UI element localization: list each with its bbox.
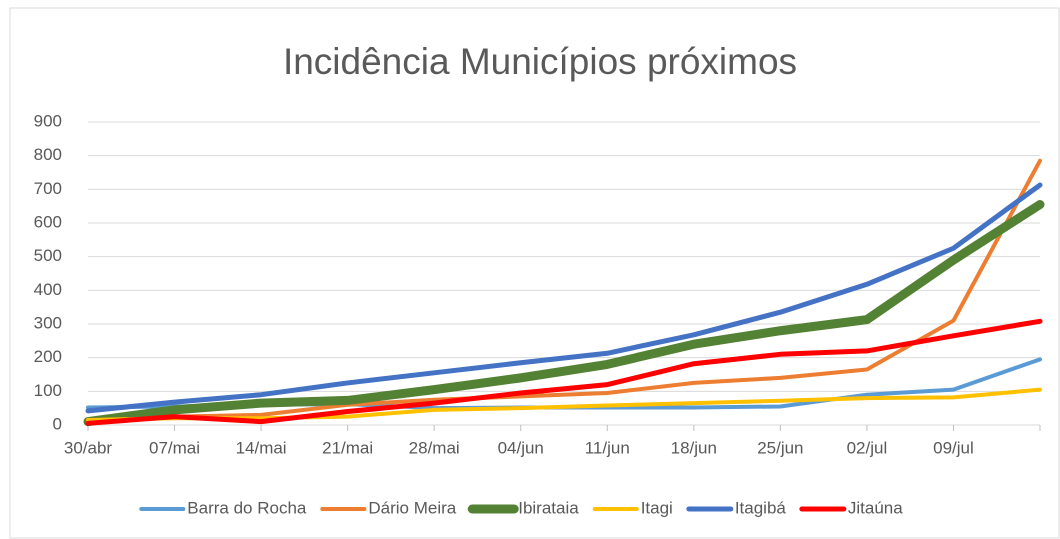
y-tick-label: 800 xyxy=(34,145,62,164)
chart-title: Incidência Municípios próximos xyxy=(283,41,797,82)
y-tick-label: 100 xyxy=(34,381,62,400)
series-line xyxy=(86,387,1042,422)
y-tick-label: 400 xyxy=(34,280,62,299)
x-tick-label: 14/mai xyxy=(236,438,287,457)
legend-label: Ibirataia xyxy=(518,498,579,517)
x-tick-label: 28/mai xyxy=(409,438,460,457)
x-tick-label: 07/mai xyxy=(149,438,200,457)
y-tick-label: 900 xyxy=(34,111,62,130)
series-line xyxy=(85,318,1043,426)
legend-label: Jitaúna xyxy=(848,498,903,517)
legend-label: Barra do Rocha xyxy=(187,498,307,517)
series-line xyxy=(86,158,1042,424)
legend-label: Itagi xyxy=(641,498,673,517)
legend-label: Itagibá xyxy=(735,498,787,517)
x-tick-label: 21/mai xyxy=(322,438,373,457)
y-tick-label: 500 xyxy=(34,246,62,265)
x-tick-label: 11/jun xyxy=(585,438,630,457)
series-line xyxy=(83,199,1045,427)
x-tick-label: 09/jul xyxy=(933,438,974,457)
y-tick-label: 600 xyxy=(34,212,62,231)
chart-frame xyxy=(9,7,1060,539)
x-tick-label: 30/abr xyxy=(64,438,113,457)
series-line xyxy=(85,182,1043,414)
x-tick-label: 18/jun xyxy=(671,438,717,457)
y-tick-label: 200 xyxy=(34,347,62,366)
x-tick-label: 04/jun xyxy=(498,438,544,457)
x-tick-label: 02/jul xyxy=(847,438,888,457)
y-tick-label: 0 xyxy=(53,414,62,433)
legend-label: Dário Meira xyxy=(368,498,456,517)
y-tick-label: 300 xyxy=(34,313,62,332)
y-tick-label: 700 xyxy=(34,179,62,198)
x-tick-label: 25/jun xyxy=(757,438,803,457)
